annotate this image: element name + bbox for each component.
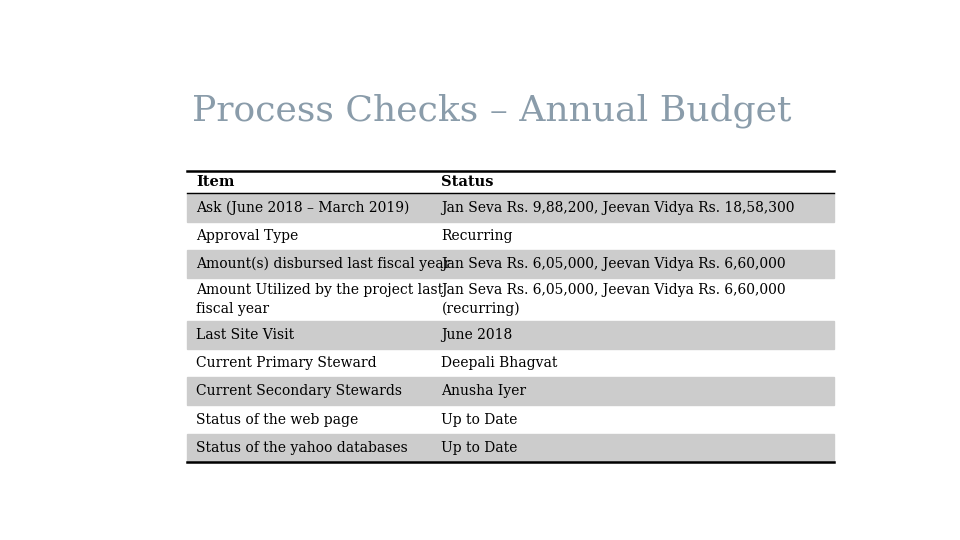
Text: Process Checks – Annual Budget: Process Checks – Annual Budget (192, 94, 792, 129)
Text: Amount(s) disbursed last fiscal year: Amount(s) disbursed last fiscal year (196, 257, 450, 271)
Text: Up to Date: Up to Date (442, 441, 517, 455)
Text: Jan Seva Rs. 9,88,200, Jeevan Vidya Rs. 18,58,300: Jan Seva Rs. 9,88,200, Jeevan Vidya Rs. … (442, 200, 795, 214)
Text: Recurring: Recurring (442, 229, 513, 243)
Text: Last Site Visit: Last Site Visit (196, 328, 294, 342)
Text: Status: Status (442, 175, 493, 189)
Text: Amount Utilized by the project last
fiscal year: Amount Utilized by the project last fisc… (196, 283, 443, 315)
Text: Jan Seva Rs. 6,05,000, Jeevan Vidya Rs. 6,60,000: Jan Seva Rs. 6,05,000, Jeevan Vidya Rs. … (442, 257, 786, 271)
Text: Current Secondary Stewards: Current Secondary Stewards (196, 384, 402, 398)
Text: Item: Item (196, 175, 234, 189)
Text: Current Primary Steward: Current Primary Steward (196, 356, 376, 370)
Bar (187, 434, 834, 462)
Text: Approval Type: Approval Type (196, 229, 299, 243)
Bar (187, 321, 834, 349)
Bar (187, 377, 834, 406)
Text: Jan Seva Rs. 6,05,000, Jeevan Vidya Rs. 6,60,000
(recurring): Jan Seva Rs. 6,05,000, Jeevan Vidya Rs. … (442, 283, 786, 316)
Bar (187, 193, 834, 222)
Text: Deepali Bhagvat: Deepali Bhagvat (442, 356, 558, 370)
Text: June 2018: June 2018 (442, 328, 513, 342)
Text: Anusha Iyer: Anusha Iyer (442, 384, 526, 398)
Text: Up to Date: Up to Date (442, 413, 517, 427)
Bar (187, 250, 834, 278)
Text: Status of the yahoo databases: Status of the yahoo databases (196, 441, 408, 455)
Text: Ask (June 2018 – March 2019): Ask (June 2018 – March 2019) (196, 200, 409, 215)
Text: Status of the web page: Status of the web page (196, 413, 358, 427)
